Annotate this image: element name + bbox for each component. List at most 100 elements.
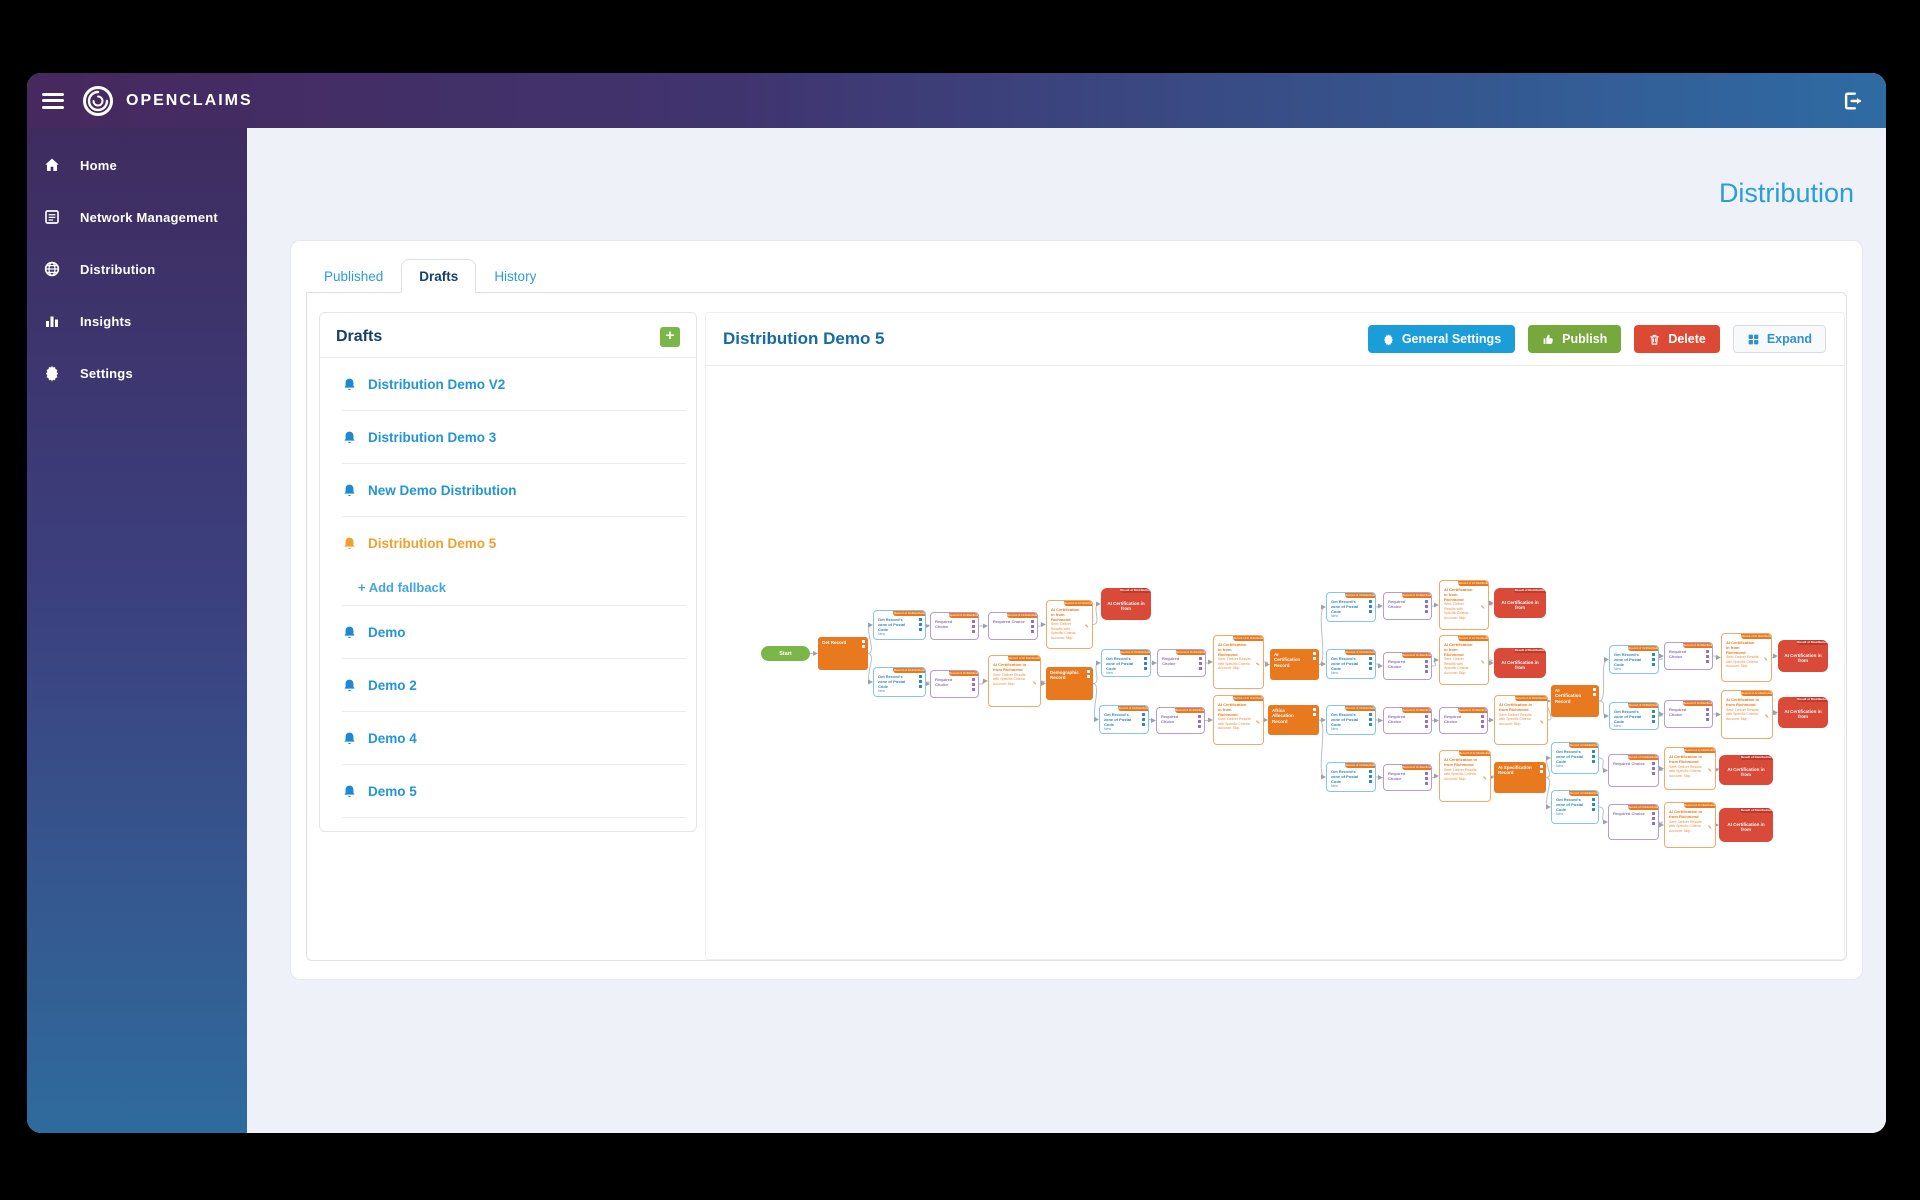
flow-choice-node-purple[interactable]: Record of OnDistribute Required Choice: [1383, 764, 1432, 791]
expand-button[interactable]: Expand: [1732, 325, 1826, 353]
logout-icon[interactable]: [1842, 90, 1864, 112]
node-text: Required Choice: [1388, 714, 1406, 724]
drafts-list: Distribution Demo V2 Distribution Demo 3 N…: [320, 358, 696, 818]
publish-button[interactable]: Publish: [1528, 325, 1622, 353]
flow-end-node[interactable]: Result of Distribution AI Certification i…: [1719, 808, 1773, 842]
bell-icon: [342, 731, 357, 746]
delete-button[interactable]: Delete: [1634, 325, 1720, 353]
flow-rule-node-blue[interactable]: Record of OnDistribute Get Record's zone …: [1326, 592, 1376, 622]
flow-rule-node-blue[interactable]: Record of OnDistribute Get Record's zone …: [1326, 649, 1376, 679]
draft-list-item[interactable]: Distribution Demo 3: [320, 411, 696, 463]
node-text: AI Certification in from Richmond Sent: D…: [1726, 640, 1759, 669]
node-text: Required Choice: [1161, 714, 1179, 724]
sidebar-item-insights[interactable]: Insights: [27, 306, 247, 336]
edit-pencil-icon: ✎: [1084, 624, 1089, 630]
node-label: AI Certification in from: [1727, 821, 1765, 832]
flow-action-node[interactable]: Demographic Record: [1046, 667, 1093, 700]
node-header-tag: Record of AI Distribution: [1459, 751, 1490, 756]
flow-rule-node-blue[interactable]: Record of OnDistribute Get Record's zone …: [1326, 705, 1376, 735]
node-header-tag: Result of Distribution: [1739, 755, 1773, 760]
sidebar-item-distribution[interactable]: Distribution: [27, 254, 247, 284]
flow-choice-node-purple[interactable]: Record of OnDistribute Required Choice: [1608, 754, 1659, 787]
bell-icon: [342, 377, 357, 392]
node-text: Get Record's zone of Postal Code New: [1556, 749, 1584, 769]
flow-rule-node-blue[interactable]: Record of OnDistribute Get Record's zone …: [1551, 742, 1599, 774]
node-action-icons: [1592, 798, 1595, 821]
draft-list-item[interactable]: New Demo Distribution: [320, 464, 696, 516]
draft-list-item[interactable]: Demo 5: [320, 765, 696, 817]
flow-choice-node-purple[interactable]: Record of OnDistribute Required Choice: [1664, 642, 1713, 670]
app-window: OPENCLAIMS Home Network Management Distrib…: [27, 73, 1886, 1133]
flow-choice-node-purple[interactable]: Record of OnDistribute Required Choice: [1383, 652, 1432, 680]
flow-canvas[interactable]: Start Get Record Record of OnDistribute Get…: [706, 367, 1844, 959]
node-label: AI Certification in from: [1501, 659, 1539, 670]
draft-list-item[interactable]: Demo: [320, 606, 696, 658]
flow-choice-node-purple[interactable]: Record of OnDistribute Required Choice: [1383, 707, 1432, 734]
flow-end-node[interactable]: Result of Distribution AI Certification i…: [1494, 588, 1546, 618]
flow-action-node[interactable]: AI Specification Record: [1494, 762, 1546, 793]
draft-list-item[interactable]: Distribution Demo 5: [320, 517, 696, 569]
flow-choice-node-purple[interactable]: Record of OnDistribute Required Choice: [1439, 707, 1488, 734]
flow-rule-node-blue[interactable]: Record of OnDistribute Get Record's zone …: [1101, 649, 1151, 677]
tab-published[interactable]: Published: [324, 269, 384, 284]
flow-choice-node-purple[interactable]: Record of OnDistribute Required Choice: [988, 612, 1038, 640]
add-draft-button[interactable]: +: [660, 327, 680, 347]
list-divider: [342, 711, 686, 712]
flow-end-node[interactable]: Result of Distribution AI Certification i…: [1494, 648, 1546, 678]
draft-list-item[interactable]: Demo 4: [320, 712, 696, 764]
draft-item-label: Demo 4: [368, 730, 417, 746]
sidebar-item-network-management[interactable]: Network Management: [27, 202, 247, 232]
flow-rule-node-blue[interactable]: Record of OnDistribute Get Record's zone …: [1551, 790, 1599, 824]
tab-drafts[interactable]: Drafts: [401, 259, 477, 293]
flow-rule-node-blue[interactable]: Record of OnDistribute Get Record's zone …: [1326, 762, 1376, 792]
flow-choice-node-purple[interactable]: Record of OnDistribute Required Choice: [1608, 804, 1659, 840]
node-text: Get Record's zone of Postal Code New: [878, 617, 906, 637]
flow-choice-node-purple[interactable]: Record of OnDistribute Required Choice: [1664, 700, 1713, 728]
flow-action-node[interactable]: AI Certification Record: [1270, 649, 1319, 680]
draft-list-item[interactable]: Demo 2: [320, 659, 696, 711]
flow-choice-node-purple[interactable]: Record of OnDistribute Required Choice: [1383, 592, 1432, 620]
flow-choice-node-purple[interactable]: Record of OnDistribute Required Choice: [930, 612, 979, 640]
node-header-tag: Record of OnDistribute: [1628, 703, 1658, 708]
node-action-icons: [919, 675, 922, 694]
flow-choice-node-purple[interactable]: Record of OnDistribute Required Choice: [930, 670, 979, 698]
flow-choice-node-purple[interactable]: Record of OnDistribute Required Choice: [1156, 707, 1205, 734]
hamburger-menu-icon[interactable]: [42, 92, 64, 109]
flow-action-node[interactable]: Get Record: [818, 637, 868, 670]
node-header-tag: Record of OnDistribute: [1569, 743, 1598, 748]
tab-history[interactable]: History: [494, 269, 537, 284]
flow-action-node[interactable]: AI Certification Record: [1551, 685, 1599, 717]
bell-icon: [342, 430, 357, 445]
flow-end-node[interactable]: Result of Distribution AI Certification i…: [1719, 755, 1773, 785]
sidebar-item-label: Distribution: [80, 261, 156, 277]
flow-rule-node-blue[interactable]: Record of OnDistribute Get Record's zone …: [873, 610, 926, 640]
flow-action-node[interactable]: Africa Allocation Record: [1268, 705, 1319, 735]
general-settings-button[interactable]: General Settings: [1367, 325, 1516, 353]
flow-end-node[interactable]: Result of Distribution AI Certification i…: [1778, 640, 1828, 672]
add-fallback-link[interactable]: + Add fallback: [358, 579, 447, 595]
draft-list-item[interactable]: Distribution Demo V2: [320, 358, 696, 410]
flow-rule-node-blue[interactable]: Record of OnDistribute Get Record's zone …: [1609, 702, 1659, 730]
flow-rule-node-blue[interactable]: Record of OnDistribute Get Record's zone …: [1609, 645, 1659, 674]
flow-start-node[interactable]: Start: [761, 646, 810, 661]
sidebar-item-settings[interactable]: Settings: [27, 358, 247, 388]
flow-end-node[interactable]: Result of Distribution AI Certification i…: [1778, 697, 1828, 728]
sidebar-item-home[interactable]: Home: [27, 150, 247, 180]
node-action-icons: [1652, 762, 1655, 784]
flow-rule-node-blue[interactable]: Record of OnDistribute Get Record's zone …: [873, 667, 926, 697]
flow-rule-node-blue[interactable]: Record of OnDistribute Get Record's zone …: [1099, 705, 1149, 734]
flow-end-node[interactable]: Result of Distribution AI Certification i…: [1101, 588, 1151, 620]
flow-choice-node-purple[interactable]: Record of OnDistribute Required Choice: [1157, 649, 1206, 677]
